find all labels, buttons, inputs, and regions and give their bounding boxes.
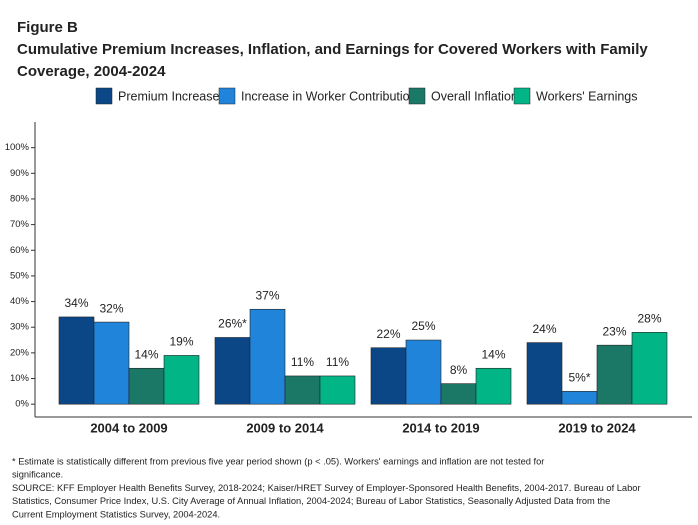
y-tick-label: 0% <box>15 399 29 410</box>
bar <box>405 339 442 405</box>
x-tick-label: 2009 to 2014 <box>246 420 324 435</box>
bar <box>93 321 130 405</box>
y-tick-label: 100% <box>5 142 30 153</box>
bar <box>214 337 251 405</box>
data-label: 32% <box>99 301 123 315</box>
chart-title: Coverage, 2004-2024 <box>17 63 166 80</box>
data-label: 24% <box>532 322 556 336</box>
data-label: 11% <box>326 355 349 369</box>
bar <box>440 383 477 405</box>
data-label: 14% <box>481 347 505 361</box>
bar <box>631 332 668 405</box>
y-tick-label: 20% <box>10 347 30 358</box>
legend-label: Increase in Worker Contribution <box>241 89 417 103</box>
legend-label: Workers' Earnings <box>536 89 638 103</box>
bar <box>284 375 321 405</box>
data-label: 11% <box>291 355 314 369</box>
x-tick-label: 2014 to 2019 <box>402 420 479 435</box>
bar <box>596 344 633 405</box>
footnote: significance. <box>12 470 63 480</box>
bar <box>58 316 95 405</box>
legend-swatch <box>218 87 236 105</box>
y-tick-label: 80% <box>10 193 30 204</box>
data-label: 26%* <box>218 317 247 331</box>
bar <box>249 308 286 405</box>
legend-label: Overall Inflation <box>431 89 518 103</box>
legend-swatch <box>513 87 531 105</box>
y-tick-label: 10% <box>10 373 30 384</box>
x-tick-label: 2004 to 2009 <box>90 420 167 435</box>
bar <box>319 375 356 405</box>
legend-swatch <box>95 87 113 105</box>
bar <box>561 391 598 405</box>
data-label: 28% <box>637 312 661 326</box>
legend-swatch <box>408 87 426 105</box>
footnote: Statistics, Consumer Price Index, U.S. C… <box>12 496 610 506</box>
data-label: 23% <box>602 324 626 338</box>
bar <box>128 367 165 405</box>
data-label: 37% <box>255 288 279 302</box>
y-tick-label: 50% <box>10 270 30 281</box>
data-label: 14% <box>134 347 158 361</box>
data-label: 19% <box>169 335 193 349</box>
data-label: 8% <box>450 363 468 377</box>
y-tick-label: 60% <box>10 245 30 256</box>
chart-title: Cumulative Premium Increases, Inflation,… <box>17 41 648 58</box>
footnote: * Estimate is statistically different fr… <box>12 456 544 466</box>
y-tick-label: 90% <box>10 168 30 179</box>
y-tick-label: 70% <box>10 219 30 230</box>
data-label: 22% <box>376 327 400 341</box>
data-label: 34% <box>64 296 88 310</box>
y-tick-label: 30% <box>10 322 30 333</box>
data-label: 25% <box>411 319 435 333</box>
legend-label: Premium Increase <box>118 89 219 103</box>
x-tick-label: 2019 to 2024 <box>558 420 636 435</box>
bar <box>526 342 563 405</box>
bar <box>163 355 200 405</box>
footnote: Current Employment Statistics Survey, 20… <box>12 509 220 519</box>
footnote: SOURCE: KFF Employer Health Benefits Sur… <box>12 483 641 493</box>
y-tick-label: 40% <box>10 296 30 307</box>
data-label: 5%* <box>568 371 590 385</box>
bar <box>475 367 512 405</box>
bar <box>370 347 407 405</box>
figure-label: Figure B <box>17 19 78 36</box>
